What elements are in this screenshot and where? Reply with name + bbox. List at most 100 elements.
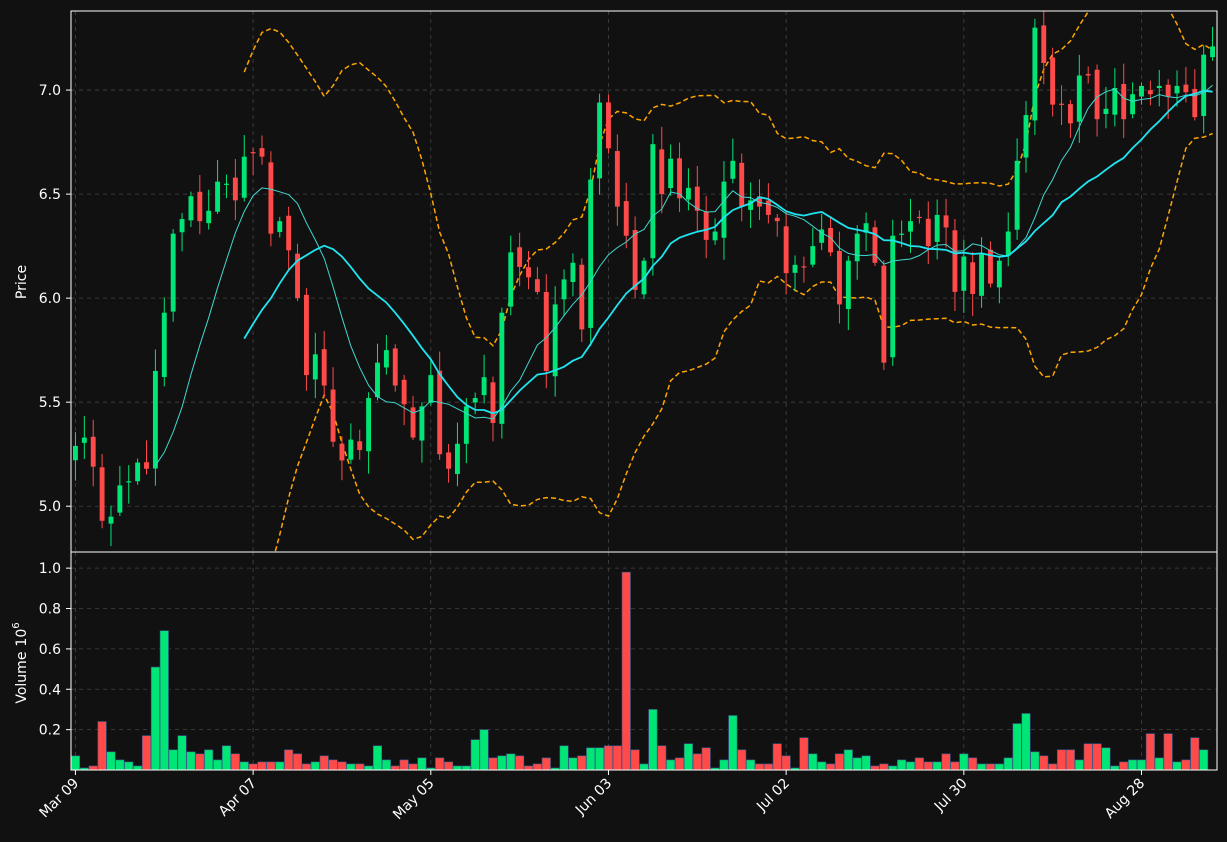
candle-body [1005,231,1011,256]
candle-body [1192,88,1198,118]
volume-axis-label-base: 10 [14,629,30,647]
volume-bar [905,761,916,771]
candle-body [810,246,816,265]
volume-bar [133,765,143,771]
candle-body [224,183,229,185]
volume-bar [879,763,889,771]
candle-body [126,481,132,483]
price-axis: 5.0 5.5 6.0 6.5 7.0 [39,83,71,515]
volume-bar [150,666,160,771]
volume-bar [319,755,329,771]
volume-bar [346,763,356,771]
candle-body [348,439,354,460]
candle-body [1121,84,1127,120]
volume-bar [435,757,445,771]
volume-bar [523,765,534,771]
candle-body [543,292,549,371]
candle-body [428,375,434,403]
candle-body [774,217,780,222]
volume-bar [968,757,978,771]
candle-body [659,149,665,195]
candle-body [952,230,958,292]
short-moving-average-line [154,84,1213,466]
volume-bar [97,721,107,771]
volume-bar [141,735,152,771]
candle-body [1112,87,1118,115]
volume-bar [390,765,400,771]
candle-body [517,247,523,267]
volume-bar [577,755,587,771]
volume-bar [1074,759,1084,771]
candle-body [135,462,141,482]
candle-body [277,221,283,233]
volume-bar [754,763,765,771]
candle-body [792,264,798,273]
candle-body [925,218,931,247]
long-moving-average-line [243,89,1213,415]
candle-body [72,445,78,461]
volume-bar [444,761,454,771]
candle-body [1156,85,1162,89]
volume-bar [897,759,907,771]
price-axis-label: Price [14,265,30,299]
candle-body [392,348,398,386]
candle-body [1014,160,1020,230]
candle-body [979,254,985,296]
candle-body [961,256,967,291]
volume-bar [159,630,169,771]
volume-bar [372,745,383,771]
volume-bar [657,745,667,771]
volume-bar [186,751,196,771]
candle-body [677,158,682,199]
candle-body [1023,115,1029,158]
volume-bar [603,745,613,771]
candle-body [250,152,256,154]
candle-body [215,181,221,212]
volume-bar [355,763,365,771]
price-tick-label: 6.5 [39,187,61,203]
volume-bar [1021,713,1031,771]
volume-bar [328,759,338,771]
volume-bar [275,761,285,771]
volume-bar [621,571,631,771]
candles [72,11,1216,547]
volume-bar [1003,757,1013,771]
candle-body [765,200,771,215]
volume-bar [221,745,231,771]
candle-body [117,485,123,513]
volume-bar [124,761,134,771]
candle-body [161,312,167,377]
volume-bar [1163,733,1173,771]
volume-tick-label: 1.0 [39,561,61,577]
candle-body [108,516,114,524]
candle-body [321,349,327,386]
candle-body [232,177,238,201]
volume-bar [941,753,951,771]
volume-bar [799,737,809,771]
volume-panel-frame [70,551,1218,771]
candle-body [1032,27,1038,121]
candle-body [819,229,825,243]
candle-body [472,398,478,403]
candle-body [970,262,976,294]
candle-body [943,215,949,228]
volume-bar [1083,743,1093,771]
volume-bar [1101,747,1111,771]
candle-body [259,148,265,157]
candle-body [836,250,842,305]
volume-tick-label: 0.2 [39,723,61,739]
candle-body [1201,54,1207,116]
candle-body [934,214,940,242]
bollinger-bands [243,11,1213,552]
candle-body [179,219,185,233]
volume-bar [230,753,240,771]
volume-bar [568,757,578,771]
candle-body [144,462,149,469]
candle-body [668,158,674,189]
candle-body [988,249,993,284]
volume-bar [1065,749,1075,771]
candle-body [1059,103,1064,105]
volume-bar [666,759,676,771]
volume-bar [515,755,525,771]
